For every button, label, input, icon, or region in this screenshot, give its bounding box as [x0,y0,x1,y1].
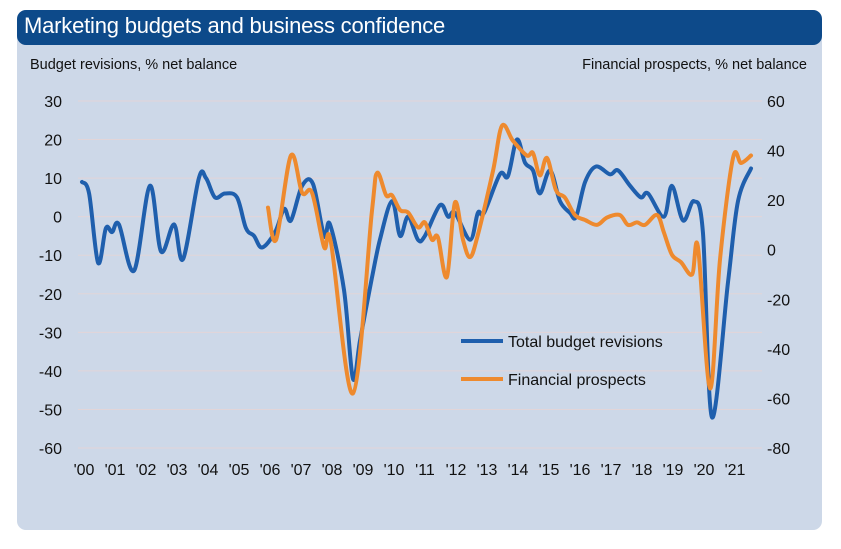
x-tick-label: '05 [229,462,250,479]
x-tick-label: '02 [136,462,157,479]
right-tick-label: 40 [767,144,785,161]
x-tick-label: '00 [74,462,95,479]
series-line-total-budget-revisions [80,137,753,420]
x-tick-label: '03 [167,462,188,479]
left-tick-label: 0 [53,210,62,227]
x-tick-label: '11 [415,462,435,479]
chart-title: Marketing budgets and business confidenc… [24,13,446,38]
x-tick-label: '04 [198,462,219,479]
left-tick-label: -30 [39,325,62,342]
right-axis-ticks: 60 40 20 0 -20 -40 -60 -80 [767,94,790,458]
x-tick-label: '21 [725,462,746,479]
x-tick-label: '12 [446,462,467,479]
right-tick-label: -80 [767,441,790,458]
x-tick-label: '15 [539,462,560,479]
x-tick-label: '09 [353,462,374,479]
gridlines [78,100,762,449]
x-tick-label: '16 [570,462,591,479]
series-lines [80,122,753,420]
series-line-financial-prospects [266,122,753,396]
x-tick-label: '18 [632,462,653,479]
x-tick-label: '17 [601,462,622,479]
left-tick-label: 30 [44,94,62,111]
left-tick-label: -50 [39,402,62,419]
left-axis-ticks: 30 20 10 0 -10 -20 -30 -40 -50 -60 [39,94,62,458]
x-tick-label: '07 [291,462,312,479]
x-tick-label: '01 [105,462,126,479]
right-tick-label: -60 [767,391,790,408]
left-tick-label: -60 [39,441,62,458]
right-tick-label: -20 [767,292,790,309]
left-tick-label: -40 [39,364,62,381]
title-bar [17,10,822,45]
right-tick-label: 20 [767,193,785,210]
x-axis-ticks: '00 '01 '02 '03 '04 '05 '06 '07 '08 '09 '10 '11 '12 '… [74,462,746,479]
x-tick-label: '19 [663,462,684,479]
right-tick-label: 60 [767,94,785,111]
left-axis-title: Budget revisions, % net balance [30,57,238,73]
legend: Total budget revisions Financial prospect… [461,334,663,389]
left-tick-label: 10 [44,171,62,188]
x-tick-label: '13 [477,462,498,479]
right-axis-title: Financial prospects, % net balance [582,57,807,73]
x-tick-label: '14 [508,462,529,479]
x-tick-label: '08 [322,462,343,479]
x-tick-label: '10 [384,462,405,479]
x-tick-label: '20 [694,462,715,479]
left-tick-label: 20 [44,133,62,150]
legend-label-financial-prospects: Financial prospects [508,372,646,389]
x-tick-label: '06 [260,462,281,479]
right-tick-label: -40 [767,342,790,359]
legend-label-total-budget-revisions: Total budget revisions [508,334,663,351]
left-tick-label: -10 [39,248,62,265]
right-tick-label: 0 [767,243,776,260]
left-tick-label: -20 [39,287,62,304]
